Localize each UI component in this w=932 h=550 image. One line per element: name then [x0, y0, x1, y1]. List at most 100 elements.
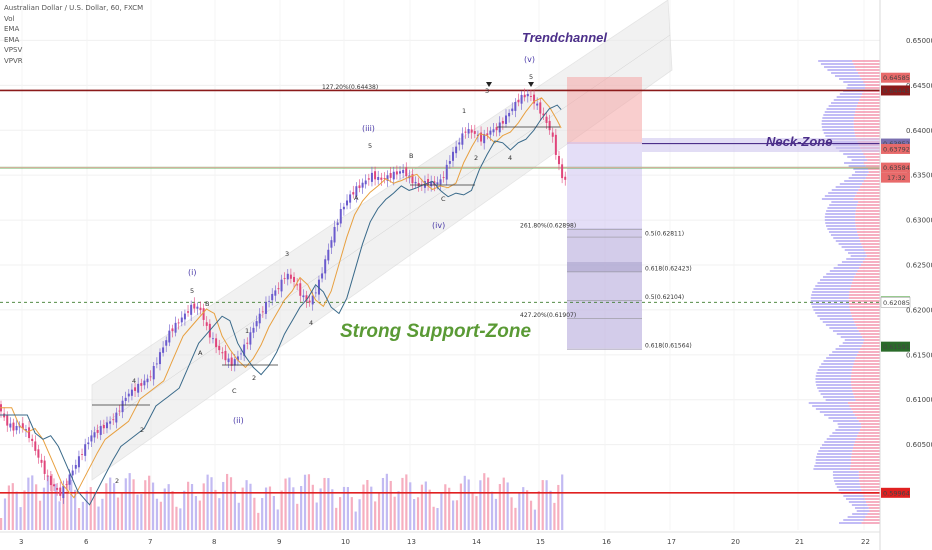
profile-bar-buy: [833, 99, 860, 101]
candle-body: [395, 171, 398, 175]
candle-body: [299, 283, 302, 296]
x-tick-label: 20: [731, 538, 740, 546]
candle-body: [402, 169, 405, 174]
profile-bar-sell: [851, 387, 880, 389]
volume-bar: [7, 485, 10, 530]
profile-bar-sell: [863, 495, 880, 497]
candle-body: [118, 410, 121, 412]
candle-body: [367, 178, 370, 180]
volume-bar: [23, 490, 26, 530]
candle-body: [71, 470, 74, 476]
candle-body: [358, 185, 361, 189]
candle-body: [526, 94, 529, 97]
candle-body: [37, 449, 40, 458]
volume-bar: [116, 497, 120, 530]
profile-bar-buy: [817, 369, 852, 371]
indicator-ema-1[interactable]: EMA: [4, 25, 20, 33]
profile-bar-sell: [858, 189, 880, 191]
volume-bar: [424, 481, 427, 530]
profile-bar-buy: [832, 474, 859, 476]
volume-bar: [74, 489, 77, 530]
volume-bar: [264, 487, 268, 530]
top-marker: [486, 82, 492, 87]
candle-body: [187, 311, 190, 313]
profile-bar-sell: [868, 171, 880, 173]
candle-body: [59, 487, 62, 496]
x-tick-label: 10: [341, 538, 350, 546]
volume-bar: [300, 486, 303, 530]
profile-bar-sell: [867, 159, 880, 161]
profile-bar-buy: [820, 279, 854, 281]
volume-bar: [311, 484, 314, 530]
candle-body: [339, 209, 342, 224]
profile-bar-sell: [855, 399, 880, 401]
profile-bar-buy: [835, 186, 861, 188]
volume-bar: [190, 484, 194, 530]
candle-body: [557, 155, 560, 165]
profile-bar-buy: [826, 225, 856, 227]
profile-bar-buy: [823, 114, 855, 116]
candle-body: [274, 290, 277, 296]
profile-bar-buy: [833, 477, 859, 479]
x-tick-label: 9: [277, 538, 281, 546]
price-box-label: 0.63584: [883, 164, 910, 172]
profile-bar-sell: [862, 261, 880, 263]
wave-label-minor: 4: [132, 377, 136, 385]
indicator-vpsv[interactable]: VPSV: [4, 46, 23, 54]
profile-bar-sell: [853, 126, 880, 128]
volume-bar: [393, 496, 396, 530]
profile-bar-buy: [842, 342, 864, 344]
profile-bar-sell: [858, 477, 880, 479]
price-box: 0.59964: [881, 487, 910, 498]
indicator-vpvr[interactable]: VPVR: [4, 56, 23, 65]
profile-bar-sell: [855, 225, 880, 227]
volume-bar: [459, 483, 462, 530]
profile-bar-sell: [859, 480, 880, 482]
profile-bar-buy: [825, 222, 856, 224]
candle-body: [370, 172, 373, 182]
volume-bar: [420, 484, 424, 530]
volume-bar: [479, 480, 482, 530]
candle-body: [305, 295, 308, 302]
profile-bar-buy: [828, 192, 857, 194]
candle-body: [293, 276, 296, 282]
candle-body: [486, 133, 489, 136]
volume-bar: [233, 490, 236, 530]
profile-bar-buy: [837, 423, 861, 425]
time-axis[interactable]: 3 6 7 8 9 10 13 14 15 16 17 20 21 22: [0, 531, 880, 546]
candle-body: [62, 485, 65, 499]
profile-bar-buy: [839, 93, 862, 95]
profile-bar-buy: [839, 78, 862, 80]
volume-bar: [292, 487, 295, 530]
profile-bar-buy: [835, 240, 861, 242]
volume-bar: [46, 475, 49, 530]
profile-bar-buy: [826, 438, 857, 440]
profile-bar-buy: [853, 168, 868, 170]
profile-bar-buy: [841, 261, 863, 263]
indicator-ema-2[interactable]: EMA: [4, 35, 20, 44]
profile-bar-buy: [825, 324, 856, 326]
candle-body: [199, 307, 202, 311]
candle-body: [202, 308, 205, 320]
candle-body: [554, 134, 557, 155]
volume-bar: [502, 477, 505, 530]
wave-label-major: (ii): [233, 416, 244, 425]
profile-bar-sell: [850, 468, 880, 470]
price-box: 0.64585: [881, 72, 910, 83]
volume-bar: [561, 474, 564, 530]
fib-label: 261.80%(0.62898): [520, 223, 576, 230]
candle-body: [121, 400, 124, 413]
profile-bar-sell: [861, 93, 880, 95]
indicator-vol[interactable]: Vol: [4, 14, 15, 23]
profile-bar-sell: [854, 114, 880, 116]
profile-bar-sell: [858, 351, 880, 353]
profile-bar-buy: [850, 255, 867, 257]
symbol-title[interactable]: Australian Dollar / U.S. Dollar, 60, FXC…: [4, 4, 144, 12]
volume-bar: [522, 487, 525, 530]
profile-bar-buy: [829, 270, 858, 272]
profile-bar-sell: [858, 432, 880, 434]
profile-bar-buy: [820, 63, 854, 65]
